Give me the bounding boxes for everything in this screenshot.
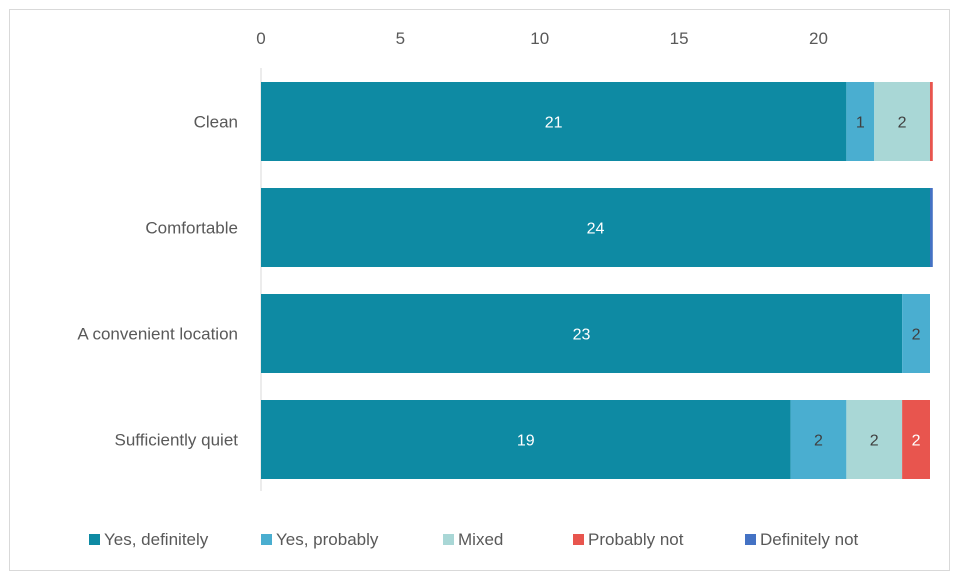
category-label: A convenient location — [77, 325, 238, 344]
category-label: Comfortable — [145, 219, 238, 238]
data-label: 1 — [856, 115, 865, 132]
data-label: 2 — [870, 433, 879, 450]
bar-segment — [261, 82, 847, 161]
legend-swatch — [573, 534, 584, 545]
x-tick-label: 15 — [670, 29, 689, 48]
data-label: 23 — [573, 327, 591, 344]
data-label: 2 — [912, 327, 921, 344]
legend-entry: Yes, probably — [276, 530, 379, 549]
bar-segment — [874, 82, 930, 161]
data-label: 21 — [545, 115, 563, 132]
data-label: 2 — [814, 433, 823, 450]
bar-segment — [846, 400, 903, 479]
x-tick-label: 0 — [256, 29, 265, 48]
bar-segment — [930, 188, 933, 267]
bar-segment — [902, 400, 930, 479]
legend-swatch — [89, 534, 100, 545]
category-label: Clean — [194, 113, 238, 132]
x-tick-label: 10 — [530, 29, 549, 48]
bar-segment — [930, 82, 933, 161]
bar-segment — [790, 400, 847, 479]
legend-swatch — [745, 534, 756, 545]
data-label: 24 — [587, 221, 605, 238]
x-tick-label: 5 — [396, 29, 405, 48]
data-label: 2 — [898, 115, 907, 132]
bar-segment — [846, 82, 875, 161]
data-label: 19 — [517, 433, 535, 450]
bar-segment — [902, 294, 930, 373]
legend-entry: Yes, definitely — [104, 530, 209, 549]
bar-segment — [261, 188, 930, 267]
bar-segment — [261, 400, 791, 479]
legend-entry: Probably not — [588, 530, 684, 549]
legend-swatch — [261, 534, 272, 545]
legend-entry: Definitely not — [760, 530, 859, 549]
data-label: 2 — [912, 433, 921, 450]
bar-segment — [261, 294, 903, 373]
x-tick-label: 20 — [809, 29, 828, 48]
legend-swatch — [443, 534, 454, 545]
category-label: Sufficiently quiet — [115, 431, 239, 450]
legend-entry: Mixed — [458, 530, 503, 549]
